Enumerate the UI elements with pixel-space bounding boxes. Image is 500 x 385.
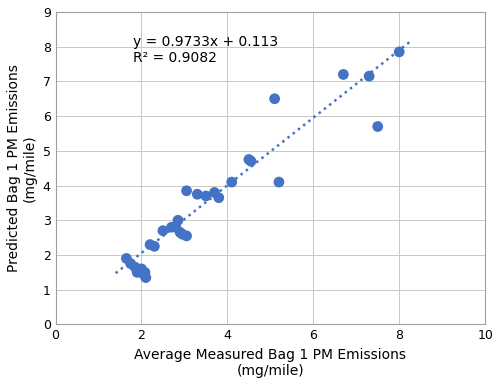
Point bbox=[178, 231, 186, 237]
Point bbox=[182, 187, 190, 194]
Point bbox=[340, 71, 347, 77]
Point bbox=[126, 261, 134, 267]
X-axis label: Average Measured Bag 1 PM Emissions
(mg/mile): Average Measured Bag 1 PM Emissions (mg/… bbox=[134, 348, 406, 378]
Point bbox=[365, 73, 373, 79]
Point bbox=[228, 179, 235, 185]
Point bbox=[270, 95, 278, 102]
Point bbox=[141, 269, 149, 275]
Y-axis label: Predicted Bag 1 PM Emissions
(mg/mile): Predicted Bag 1 PM Emissions (mg/mile) bbox=[7, 64, 37, 272]
Point bbox=[168, 224, 175, 230]
Point bbox=[245, 156, 253, 162]
Point bbox=[194, 191, 202, 198]
Point bbox=[182, 233, 190, 239]
Point bbox=[136, 268, 143, 274]
Point bbox=[150, 243, 158, 249]
Point bbox=[176, 229, 184, 236]
Point bbox=[215, 195, 223, 201]
Point bbox=[374, 124, 382, 130]
Point bbox=[210, 189, 218, 196]
Point bbox=[202, 193, 210, 199]
Point bbox=[172, 224, 180, 230]
Point bbox=[247, 158, 255, 164]
Point bbox=[395, 49, 403, 55]
Point bbox=[133, 269, 141, 275]
Point bbox=[138, 266, 145, 272]
Point bbox=[275, 179, 283, 185]
Point bbox=[142, 275, 150, 281]
Point bbox=[174, 217, 182, 223]
Point bbox=[146, 241, 154, 248]
Point bbox=[122, 255, 130, 261]
Point bbox=[140, 271, 147, 277]
Text: y = 0.9733x + 0.113
R² = 0.9082: y = 0.9733x + 0.113 R² = 0.9082 bbox=[133, 35, 278, 65]
Point bbox=[131, 264, 139, 270]
Point bbox=[159, 228, 167, 234]
